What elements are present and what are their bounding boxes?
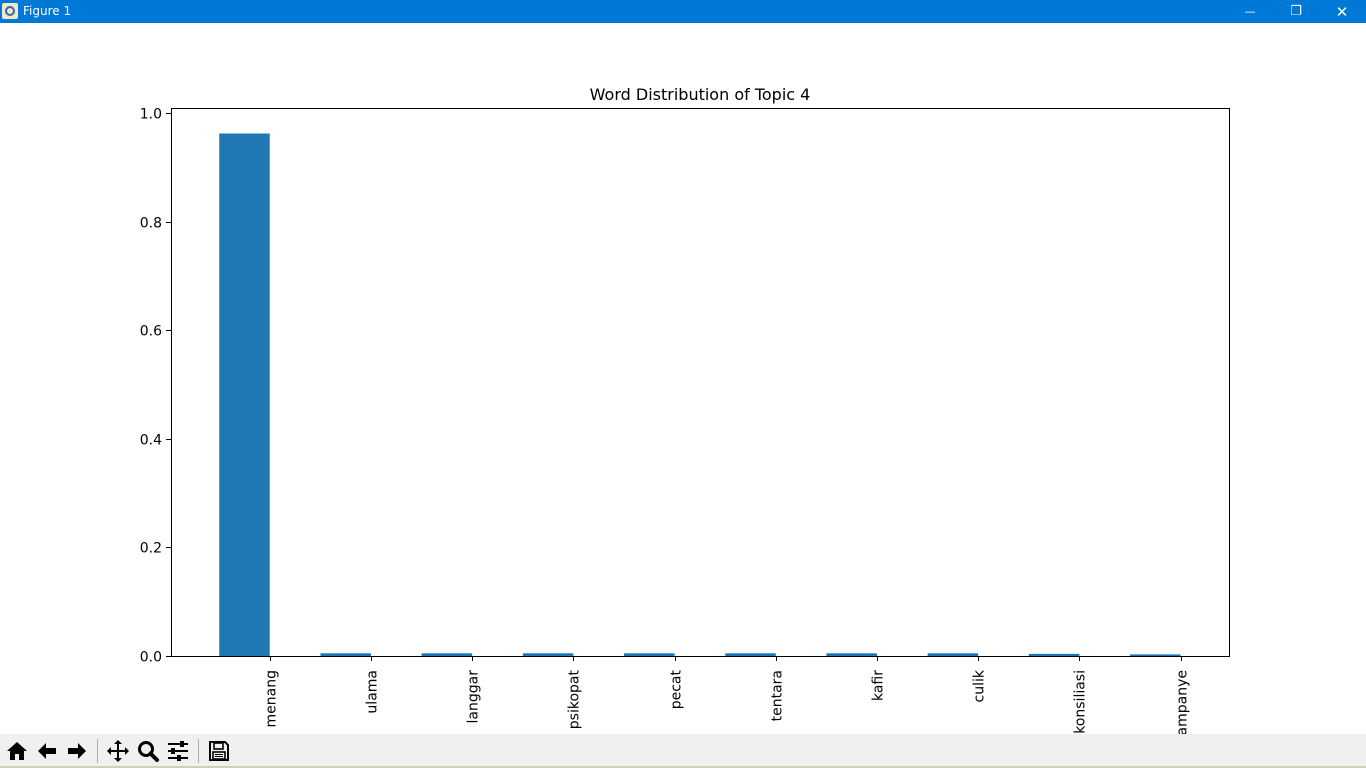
bars-group bbox=[219, 133, 1181, 657]
bar-pecat bbox=[624, 653, 675, 656]
x-axis: menang ulama langgar psikopat pecat tentara ka… bbox=[264, 656, 1191, 734]
close-button[interactable]: ✕ bbox=[1319, 0, 1365, 23]
bar-menang bbox=[219, 133, 270, 657]
toolbar-separator bbox=[198, 739, 199, 763]
back-button[interactable] bbox=[33, 737, 61, 765]
restore-button[interactable]: ❐ bbox=[1273, 0, 1319, 23]
move-icon bbox=[107, 740, 129, 762]
arrow-left-icon bbox=[38, 743, 56, 759]
pan-button[interactable] bbox=[104, 737, 132, 765]
bar-psikopat bbox=[522, 653, 574, 656]
axes-frame bbox=[171, 108, 1230, 657]
x-tick-label: ulama bbox=[365, 670, 381, 714]
sliders-icon bbox=[168, 741, 188, 761]
toolbar-separator bbox=[97, 739, 98, 763]
home-icon bbox=[7, 742, 27, 760]
window-title: Figure 1 bbox=[23, 4, 72, 18]
y-tick-label: 0.2 bbox=[140, 541, 162, 557]
x-tick-label: pecat bbox=[669, 669, 685, 709]
zoom-button[interactable] bbox=[134, 737, 162, 765]
y-axis: 0.0 0.2 0.4 0.6 0.8 1.0 bbox=[140, 107, 171, 666]
matplotlib-app-icon bbox=[2, 3, 18, 19]
y-tick-label: 0.0 bbox=[140, 650, 162, 666]
floppy-disk-icon bbox=[209, 741, 229, 761]
y-tick-label: 0.4 bbox=[140, 433, 162, 449]
close-icon: ✕ bbox=[1335, 2, 1349, 21]
bar-chart: Word Distribution of Topic 4 0.00.20.40.… bbox=[140, 85, 1230, 734]
forward-button[interactable] bbox=[63, 737, 91, 765]
home-button[interactable] bbox=[3, 737, 31, 765]
x-tick-label: kafir bbox=[871, 670, 887, 701]
x-tick-label: konsiliasi bbox=[1073, 670, 1089, 734]
x-tick-label: kampanye bbox=[1175, 670, 1191, 734]
bar-tentara bbox=[725, 653, 776, 656]
x-tick-label: langgar bbox=[466, 670, 482, 724]
y-tick-label: 1.0 bbox=[140, 107, 162, 123]
bar-langgar bbox=[421, 653, 473, 656]
bar-kafir bbox=[826, 653, 877, 656]
x-tick-label: menang bbox=[264, 670, 280, 727]
bar-konsiliasi bbox=[1028, 653, 1080, 656]
minimize-icon: — bbox=[1244, 5, 1256, 18]
configure-subplots-button[interactable] bbox=[164, 737, 192, 765]
save-button[interactable] bbox=[205, 737, 233, 765]
y-tick-label: 0.6 bbox=[140, 324, 162, 340]
x-tick-label: tentara bbox=[770, 670, 786, 721]
bar-ulama bbox=[320, 653, 371, 656]
chart-title: Word Distribution of Topic 4 bbox=[590, 85, 811, 104]
x-tick-label: culik bbox=[972, 669, 988, 702]
y-tick-label: 0.8 bbox=[140, 216, 162, 232]
magnifier-icon bbox=[138, 741, 159, 762]
minimize-button[interactable]: — bbox=[1227, 0, 1273, 23]
toolbar-bottom-border bbox=[0, 766, 1366, 768]
window-titlebar: Figure 1 — ❐ ✕ bbox=[0, 0, 1366, 23]
x-tick-label: psikopat bbox=[567, 669, 583, 729]
arrow-right-icon bbox=[68, 743, 86, 759]
navigation-toolbar bbox=[0, 734, 1366, 768]
bar-kampanye bbox=[1130, 654, 1181, 656]
figure-canvas[interactable]: Word Distribution of Topic 4 0.0 0.2 0.4 0.… bbox=[0, 23, 1366, 734]
restore-icon: ❐ bbox=[1290, 4, 1302, 19]
bar-culik bbox=[927, 653, 979, 656]
